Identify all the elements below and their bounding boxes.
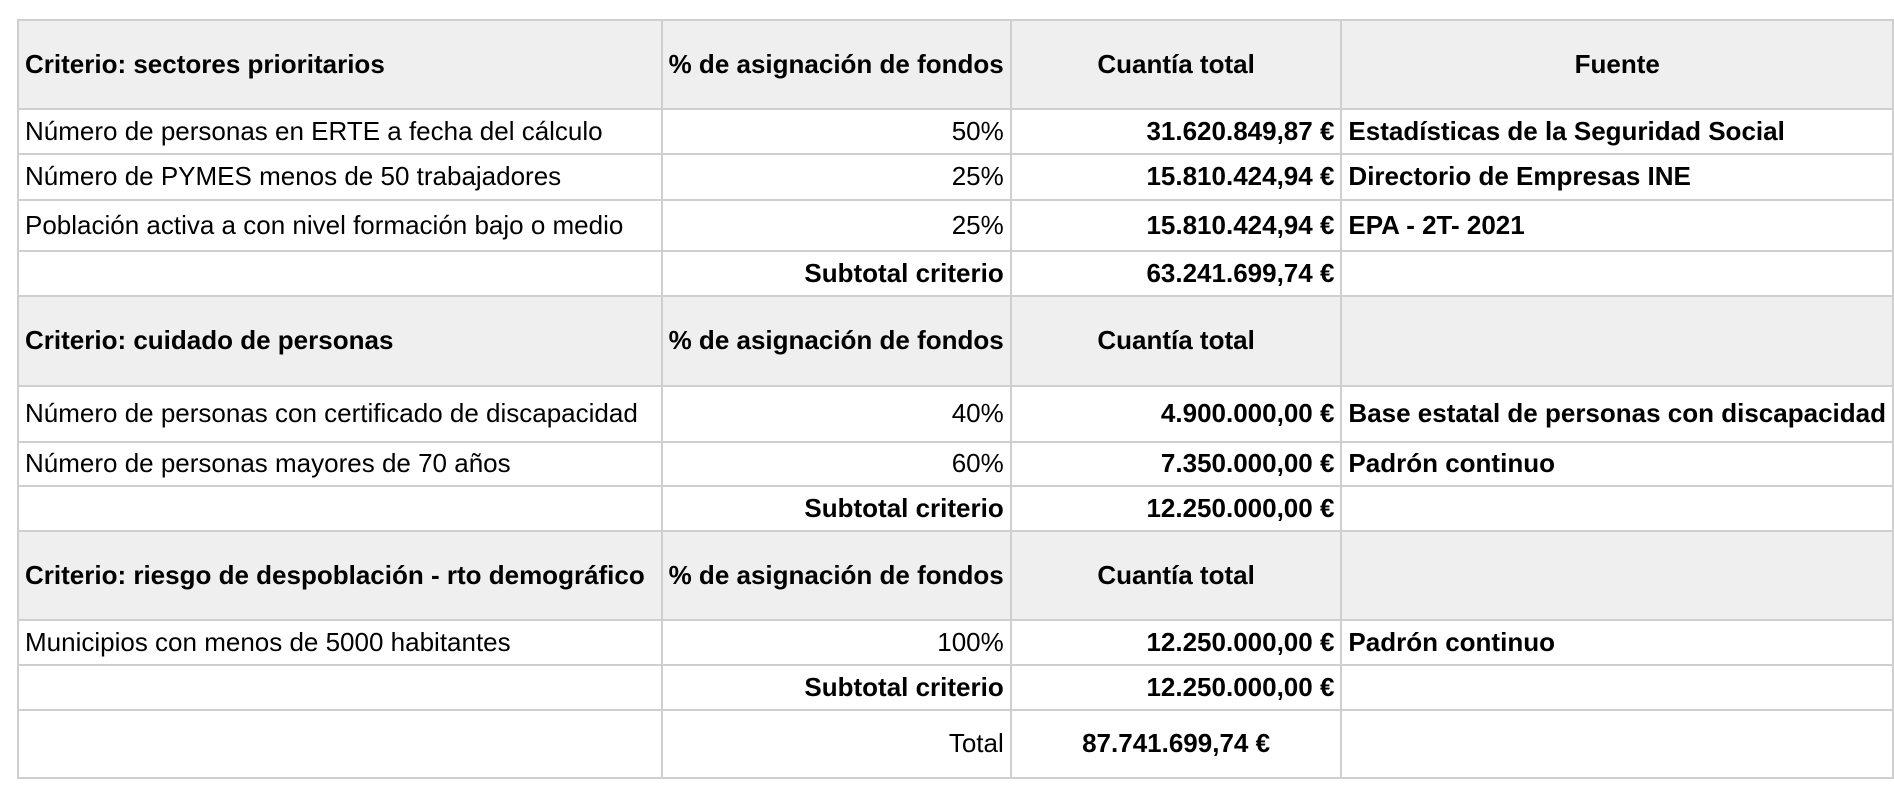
row-amount: 4.900.000,00 €	[1009, 385, 1343, 443]
table-row: Municipios con menos de 5000 habitantes …	[17, 619, 1894, 666]
table-row: Número de PYMES menos de 50 trabajadores…	[17, 153, 1894, 201]
table-row: Número de personas en ERTE a fecha del c…	[17, 108, 1894, 155]
subtotal-amount: 12.250.000,00 €	[1009, 664, 1343, 711]
section-header-row: Criterio: sectores prioritarios % de asi…	[17, 19, 1894, 110]
total-source-spacer	[1340, 709, 1894, 779]
row-source: Directorio de Empresas INE	[1340, 153, 1894, 201]
subtotal-spacer	[17, 250, 663, 297]
row-pct: 60%	[660, 441, 1012, 487]
pct-header: % de asignación de fondos	[660, 19, 1012, 110]
row-source: Padrón continuo	[1340, 441, 1894, 487]
subtotal-row: Subtotal criterio 63.241.699,74 €	[17, 250, 1894, 297]
amount-header: Cuantía total	[1009, 530, 1343, 621]
section-title: Criterio: riesgo de despoblación - rto d…	[17, 530, 663, 621]
row-label: Población activa a con nivel formación b…	[17, 199, 663, 252]
row-pct: 100%	[660, 619, 1012, 666]
row-source: Base estatal de personas con discapacida…	[1340, 385, 1894, 443]
source-header-empty	[1340, 295, 1894, 387]
subtotal-label: Subtotal criterio	[660, 664, 1012, 711]
subtotal-source-spacer	[1340, 250, 1894, 297]
amount-header: Cuantía total	[1009, 295, 1343, 387]
row-label: Número de personas en ERTE a fecha del c…	[17, 108, 663, 155]
row-amount: 31.620.849,87 €	[1009, 108, 1343, 155]
row-pct: 25%	[660, 199, 1012, 252]
row-label: Número de personas mayores de 70 años	[17, 441, 663, 487]
pct-header: % de asignación de fondos	[660, 295, 1012, 387]
source-header: Fuente	[1340, 19, 1894, 110]
table-row: Población activa a con nivel formación b…	[17, 199, 1894, 252]
subtotal-source-spacer	[1340, 664, 1894, 711]
amount-header: Cuantía total	[1009, 19, 1343, 110]
subtotal-label: Subtotal criterio	[660, 250, 1012, 297]
total-row: Total 87.741.699,74 €	[17, 709, 1894, 779]
subtotal-spacer	[17, 664, 663, 711]
total-amount: 87.741.699,74 €	[1009, 709, 1343, 779]
allocation-table: Criterio: sectores prioritarios % de asi…	[17, 19, 1894, 779]
source-header-empty	[1340, 530, 1894, 621]
subtotal-spacer	[17, 485, 663, 532]
section-header-row: Criterio: cuidado de personas % de asign…	[17, 295, 1894, 387]
row-amount: 15.810.424,94 €	[1009, 199, 1343, 252]
row-source: Padrón continuo	[1340, 619, 1894, 666]
subtotal-source-spacer	[1340, 485, 1894, 532]
row-label: Número de personas con certificado de di…	[17, 385, 663, 443]
row-amount: 12.250.000,00 €	[1009, 619, 1343, 666]
subtotal-amount: 12.250.000,00 €	[1009, 485, 1343, 532]
row-source: Estadísticas de la Seguridad Social	[1340, 108, 1894, 155]
total-label: Total	[660, 709, 1012, 779]
row-pct: 50%	[660, 108, 1012, 155]
table-row: Número de personas mayores de 70 años 60…	[17, 441, 1894, 487]
row-source: EPA - 2T- 2021	[1340, 199, 1894, 252]
row-label: Número de PYMES menos de 50 trabajadores	[17, 153, 663, 201]
row-pct: 40%	[660, 385, 1012, 443]
total-spacer	[17, 709, 663, 779]
subtotal-label: Subtotal criterio	[660, 485, 1012, 532]
section-title: Criterio: cuidado de personas	[17, 295, 663, 387]
subtotal-amount: 63.241.699,74 €	[1009, 250, 1343, 297]
subtotal-row: Subtotal criterio 12.250.000,00 €	[17, 664, 1894, 711]
table-row: Número de personas con certificado de di…	[17, 385, 1894, 443]
subtotal-row: Subtotal criterio 12.250.000,00 €	[17, 485, 1894, 532]
row-pct: 25%	[660, 153, 1012, 201]
row-label: Municipios con menos de 5000 habitantes	[17, 619, 663, 666]
row-amount: 15.810.424,94 €	[1009, 153, 1343, 201]
section-header-row: Criterio: riesgo de despoblación - rto d…	[17, 530, 1894, 621]
row-amount: 7.350.000,00 €	[1009, 441, 1343, 487]
pct-header: % de asignación de fondos	[660, 530, 1012, 621]
section-title: Criterio: sectores prioritarios	[17, 19, 663, 110]
